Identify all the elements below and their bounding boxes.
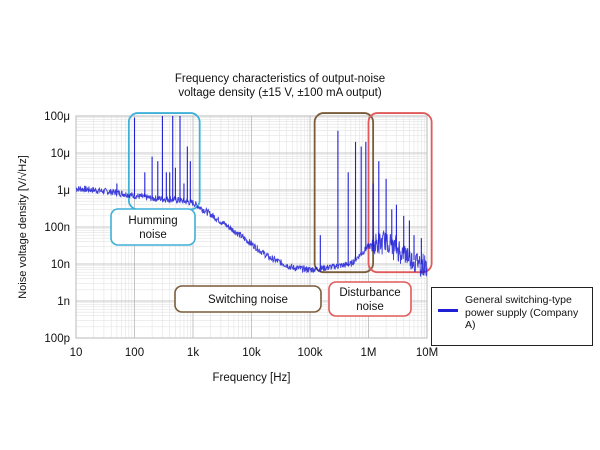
annotation-region bbox=[367, 112, 433, 274]
y-tick-label: 1n bbox=[57, 296, 70, 308]
annotation-callout-box bbox=[174, 285, 322, 313]
legend-swatch bbox=[438, 309, 458, 312]
annotation-label-humming-2: noise bbox=[139, 229, 167, 241]
legend-label: General switching-type power supply (Com… bbox=[465, 294, 579, 331]
x-tick-label: 10k bbox=[242, 347, 261, 359]
annotation-label-switching: Switching noise bbox=[208, 294, 288, 306]
legend: General switching-type power supply (Com… bbox=[431, 287, 593, 346]
y-tick-label: 1μ bbox=[57, 185, 70, 197]
y-tick-label: 10μ bbox=[51, 148, 70, 160]
annotation-callout-box bbox=[110, 208, 196, 246]
x-tick-label: 100 bbox=[125, 347, 144, 359]
x-axis-title: Frequency [Hz] bbox=[213, 372, 291, 384]
chart-title-line-2: voltage density (±15 V, ±100 mA output) bbox=[178, 87, 382, 99]
annotation-label-disturbance-1: Disturbance bbox=[339, 287, 400, 299]
annotation-callout-box bbox=[328, 281, 412, 317]
y-tick-label: 100n bbox=[44, 222, 70, 234]
x-tick-label: 1k bbox=[187, 347, 199, 359]
y-tick-label: 100μ bbox=[44, 111, 70, 123]
x-tick-label: 1M bbox=[361, 347, 377, 359]
annotation-label-humming-1: Humming bbox=[128, 215, 177, 227]
x-tick-label: 100k bbox=[298, 347, 323, 359]
annotation-label-disturbance-2: noise bbox=[356, 301, 384, 313]
series-baseline-line bbox=[75, 185, 428, 278]
y-axis-title: Noise voltage density [V/√Hz] bbox=[17, 155, 29, 299]
x-tick-label: 10M bbox=[416, 347, 438, 359]
chart-title-line-1: Frequency characteristics of output-nois… bbox=[174, 73, 386, 85]
y-tick-label: 100p bbox=[44, 333, 70, 345]
x-tick-label: 10 bbox=[70, 347, 83, 359]
y-tick-label: 10n bbox=[51, 259, 70, 271]
